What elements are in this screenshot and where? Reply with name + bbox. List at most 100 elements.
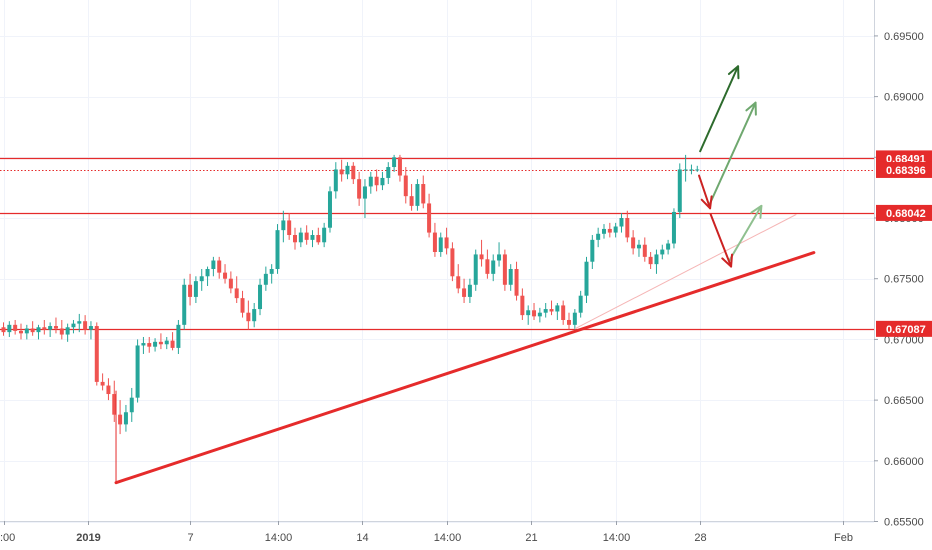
candle-body (7, 324, 12, 333)
support-trendline[interactable] (114, 251, 816, 485)
price-badge-box (876, 320, 932, 337)
time-tick-label: Feb (834, 532, 853, 544)
candle (24, 324, 29, 340)
candle (357, 171, 362, 206)
time-tick-label: 14:00 (603, 532, 631, 544)
candle (572, 309, 577, 330)
candle-body (327, 191, 332, 228)
candle (164, 336, 169, 350)
candle-body (549, 309, 554, 312)
candle (269, 264, 274, 284)
candle (112, 380, 117, 422)
candle (636, 239, 641, 257)
candle-body (258, 284, 263, 310)
candle (287, 213, 292, 240)
candle-body (648, 256, 653, 265)
candle (123, 404, 128, 432)
candle (188, 273, 193, 306)
candle (48, 322, 53, 337)
candle-body (660, 249, 665, 255)
candle-body (368, 176, 373, 187)
candle (351, 162, 356, 185)
candle-body (625, 218, 630, 238)
price-tick-label: 0.65500 (884, 517, 924, 529)
arrow-head (750, 204, 763, 219)
candle (601, 224, 606, 239)
candle (671, 208, 676, 249)
candle (339, 159, 344, 182)
candle (450, 242, 455, 282)
candle-body (671, 211, 676, 244)
candle-body (357, 179, 362, 199)
candle-body (59, 328, 64, 335)
candle-body (118, 414, 123, 425)
candle-body (362, 186, 367, 199)
candle (561, 300, 566, 325)
candle (65, 323, 70, 342)
candle (695, 165, 700, 172)
candle (59, 319, 64, 340)
candle-body (415, 184, 420, 206)
projection-arrow-4[interactable] (709, 213, 734, 268)
candle-body (304, 232, 309, 240)
time-tick-label: 14 (356, 532, 368, 544)
candle (170, 332, 175, 351)
time-tick-label: 2019 (76, 532, 100, 544)
candle (642, 237, 647, 262)
candle (234, 276, 239, 303)
time-axis[interactable]: :00 2019 7 14:00 14 14:00 21 14:00 28 Feb (0, 521, 853, 544)
candle-body (53, 326, 58, 329)
candle-body (520, 295, 525, 316)
candle-body (427, 203, 432, 233)
candle (462, 278, 467, 303)
candle-body (77, 321, 82, 324)
candle-body (147, 343, 152, 347)
candle (77, 313, 82, 333)
candle-body (246, 312, 251, 322)
candle-body (619, 218, 624, 227)
candle-body (13, 324, 18, 331)
candle-body (269, 268, 274, 274)
faint-trendline[interactable] (574, 213, 797, 330)
candle (543, 302, 548, 318)
candle-body (345, 165, 350, 175)
arrow-head (721, 253, 734, 268)
candle-body (392, 157, 397, 168)
projection-arrow-1[interactable] (707, 101, 757, 207)
price-badge-box (876, 204, 932, 221)
candle-body (421, 184, 426, 204)
projection-arrows[interactable] (698, 65, 763, 268)
candle (53, 317, 58, 334)
candle (141, 336, 146, 354)
candle-body (543, 309, 548, 313)
candle (479, 239, 484, 267)
candle-body (71, 323, 76, 328)
candle-body (351, 165, 356, 180)
projection-arrow-3[interactable] (698, 174, 713, 210)
candle (298, 227, 303, 248)
candle-body (316, 235, 321, 243)
candle-body (48, 326, 53, 330)
candle-body (30, 328, 35, 333)
candle-body (432, 232, 437, 253)
price-tick-label: 0.67500 (884, 274, 924, 286)
candle-body (689, 169, 694, 171)
candle (567, 312, 572, 330)
time-tick-label: 7 (187, 532, 193, 544)
trendlines[interactable] (114, 213, 816, 485)
candle-body (100, 381, 105, 386)
candle (415, 179, 420, 211)
candle-body (252, 309, 257, 322)
projection-arrow-2[interactable] (728, 204, 763, 262)
price-badge-label: 0.67087 (886, 324, 926, 336)
candle-body (223, 272, 228, 279)
candle-body (613, 226, 618, 233)
candle-body (386, 167, 391, 178)
time-tick-label: 21 (525, 532, 537, 544)
candle (380, 171, 385, 191)
projection-arrow-0[interactable] (699, 65, 740, 153)
candle-body (636, 244, 641, 249)
candle-body (532, 310, 537, 317)
